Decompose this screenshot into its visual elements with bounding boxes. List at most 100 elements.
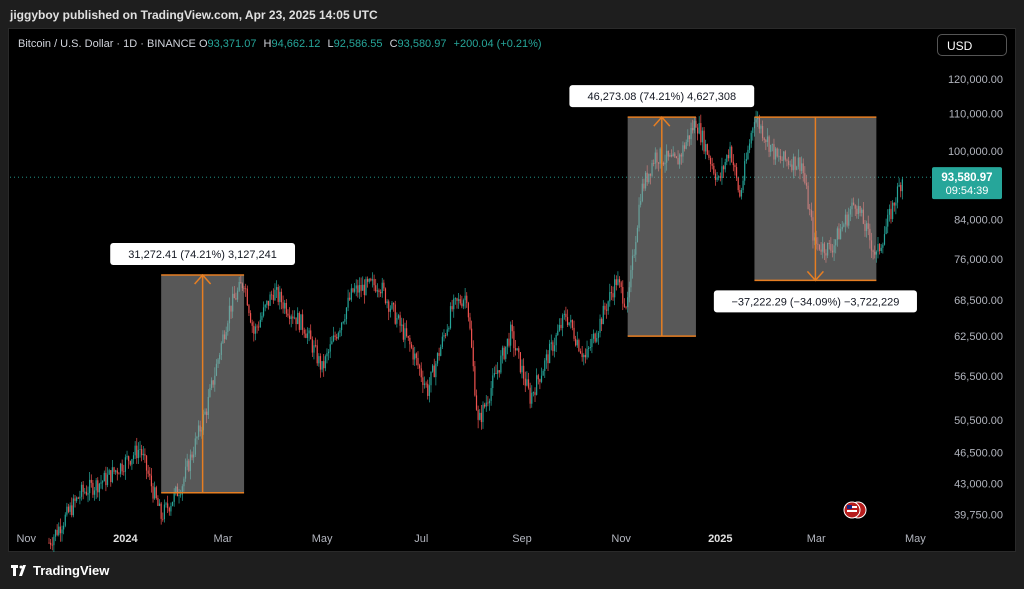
candle-body — [604, 305, 606, 310]
candle-body — [404, 328, 406, 340]
candle-body — [592, 333, 595, 339]
candle-body — [106, 474, 109, 486]
tradingview-logo[interactable]: TradingView — [11, 563, 109, 578]
candle-body — [610, 292, 613, 294]
candle-body — [474, 366, 476, 396]
candle-body — [318, 356, 320, 364]
candle-body — [557, 330, 559, 335]
candle-body — [428, 385, 430, 396]
y-tick-label: 50,500.00 — [954, 415, 1003, 427]
last-price-tag-box — [932, 167, 1002, 200]
candle-body — [355, 285, 357, 289]
candle-body — [890, 208, 892, 220]
candle-body — [724, 162, 726, 170]
candle-body — [248, 305, 250, 314]
candle-body — [365, 278, 367, 296]
candle-body — [301, 314, 304, 330]
candle-body — [82, 484, 84, 492]
candle-body — [898, 185, 900, 187]
candle-body — [459, 299, 461, 304]
currency-button[interactable]: USD — [937, 34, 1007, 56]
y-tick-label: 84,000.00 — [954, 215, 1003, 227]
candle-body — [440, 346, 442, 356]
candle-body — [703, 130, 705, 152]
candle-body — [436, 353, 439, 364]
candle-body — [376, 290, 378, 292]
candle-body — [388, 301, 390, 312]
candle-body — [173, 492, 175, 502]
candle-body — [441, 336, 443, 347]
candle-body — [732, 161, 734, 166]
y-tick-label: 62,500.00 — [954, 331, 1003, 343]
candle-body — [588, 347, 590, 349]
candle-body — [393, 302, 395, 305]
candle-body — [526, 379, 528, 386]
flag-events-icon — [843, 501, 867, 519]
candle-body — [568, 322, 570, 325]
candle-body — [888, 208, 890, 215]
candle-body — [480, 412, 482, 423]
candle-body — [264, 304, 266, 308]
candle-body — [311, 339, 313, 353]
candle-body — [622, 287, 624, 304]
candle-body — [545, 354, 547, 361]
candle-body — [100, 482, 102, 484]
candle-body — [347, 297, 349, 308]
measure-label: −37,222.29 (−34.09%) −3,722,229 — [731, 296, 899, 308]
candle-body — [118, 473, 120, 475]
candle-body — [98, 483, 100, 493]
candle-body — [144, 453, 146, 456]
publisher-line: jiggyboy published on TradingView.com, A… — [10, 8, 378, 22]
candle-body — [56, 529, 58, 535]
candle-body — [93, 490, 96, 495]
candle-body — [477, 409, 479, 420]
candle-body — [253, 325, 255, 334]
candle-body — [575, 338, 577, 346]
y-tick-label: 100,000.00 — [948, 146, 1003, 158]
candle-body — [454, 298, 456, 300]
candle-body — [612, 293, 614, 298]
candle-body — [391, 302, 393, 309]
candle-body — [708, 154, 710, 158]
candle-body — [292, 316, 294, 319]
candle-body — [748, 143, 751, 150]
candle-body — [363, 284, 365, 296]
candle-body — [152, 486, 154, 499]
candle-body — [742, 180, 744, 191]
candle-body — [368, 278, 370, 282]
candle-body — [134, 445, 136, 456]
candle-body — [484, 404, 486, 407]
candle-body — [180, 494, 182, 496]
candle-body — [245, 288, 247, 290]
candle-body — [744, 161, 746, 181]
high-value: 94,662.12 — [271, 38, 321, 50]
candle-body — [415, 353, 417, 358]
candle-body — [563, 313, 565, 316]
candle-body — [154, 487, 156, 499]
candle-body — [885, 226, 887, 235]
candle-body — [136, 445, 138, 459]
candle-body — [137, 449, 140, 459]
candle-body — [739, 190, 741, 197]
candle-body — [71, 505, 73, 516]
open-value: 93,371.07 — [207, 38, 257, 50]
candle-body — [121, 463, 123, 472]
candle-body — [500, 355, 502, 373]
close-value: 93,580.97 — [397, 38, 447, 50]
candle-body — [316, 345, 318, 364]
candle-body — [271, 294, 273, 296]
candle-body — [406, 328, 408, 336]
candle-body — [77, 497, 79, 499]
candle-body — [713, 165, 715, 174]
candle-body — [887, 214, 889, 227]
candle-body — [412, 347, 414, 360]
low-label: L — [327, 38, 334, 50]
candle-body — [519, 352, 521, 373]
candle-body — [625, 306, 627, 308]
candle-body — [149, 473, 151, 476]
candle-body — [737, 177, 739, 191]
candle-body — [321, 361, 323, 370]
candle-body — [54, 529, 57, 537]
candle-body — [895, 202, 897, 206]
